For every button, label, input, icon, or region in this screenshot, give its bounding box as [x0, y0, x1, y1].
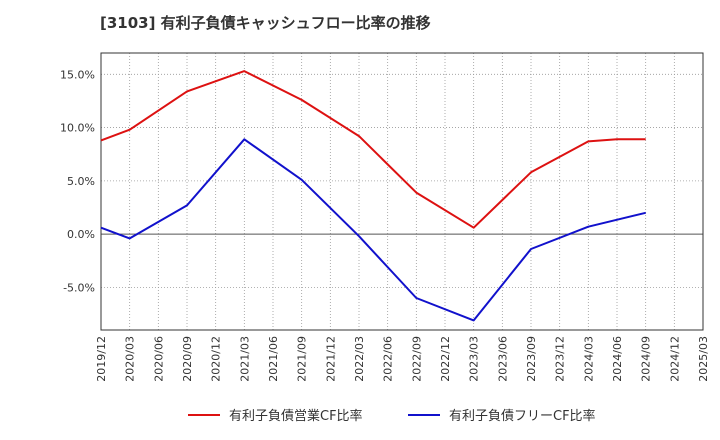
x-tick-label: 2025/03	[697, 336, 710, 382]
y-tick-label: 15.0%	[60, 68, 95, 81]
x-tick-label: 2020/06	[152, 336, 165, 382]
x-tick-label: 2024/09	[640, 336, 653, 382]
x-tick-label: 2022/09	[410, 336, 423, 382]
x-tick-label: 2019/12	[95, 336, 108, 382]
x-tick-label: 2021/09	[296, 336, 309, 382]
y-tick-label: -5.0%	[63, 281, 95, 294]
x-tick-label: 2021/12	[324, 336, 337, 382]
series-line-2	[100, 138, 646, 322]
plot-area	[101, 53, 703, 330]
x-tick-label: 2020/03	[124, 336, 137, 382]
x-tick-label: 2023/09	[525, 336, 538, 382]
x-tick-label: 2024/06	[611, 336, 624, 382]
x-tick-label: 2024/03	[582, 336, 595, 382]
y-tick-label: 10.0%	[60, 122, 95, 135]
x-tick-label: 2021/06	[267, 336, 280, 382]
chart-title: [3103] 有利子負債キャッシュフロー比率の推移	[100, 14, 431, 32]
x-tick-label: 2022/06	[382, 336, 395, 382]
legend-label-2: 有利子負債フリーCF比率	[449, 408, 596, 424]
x-tick-label: 2022/03	[353, 336, 366, 382]
legend-label-1: 有利子負債営業CF比率	[229, 408, 363, 424]
series-line-1	[100, 70, 646, 229]
x-tick-label: 2020/12	[210, 336, 223, 382]
x-tick-label: 2023/03	[468, 336, 481, 382]
x-tick-label: 2023/06	[496, 336, 509, 382]
plot-border	[100, 52, 704, 331]
x-tick-label: 2020/09	[181, 336, 194, 382]
x-tick-label: 2024/12	[668, 336, 681, 382]
y-tick-label: 0.0%	[67, 228, 95, 241]
x-tick-label: 2021/03	[238, 336, 251, 382]
y-tick-label: 5.0%	[67, 175, 95, 188]
x-tick-label: 2022/12	[439, 336, 452, 382]
x-tick-label: 2023/12	[554, 336, 567, 382]
